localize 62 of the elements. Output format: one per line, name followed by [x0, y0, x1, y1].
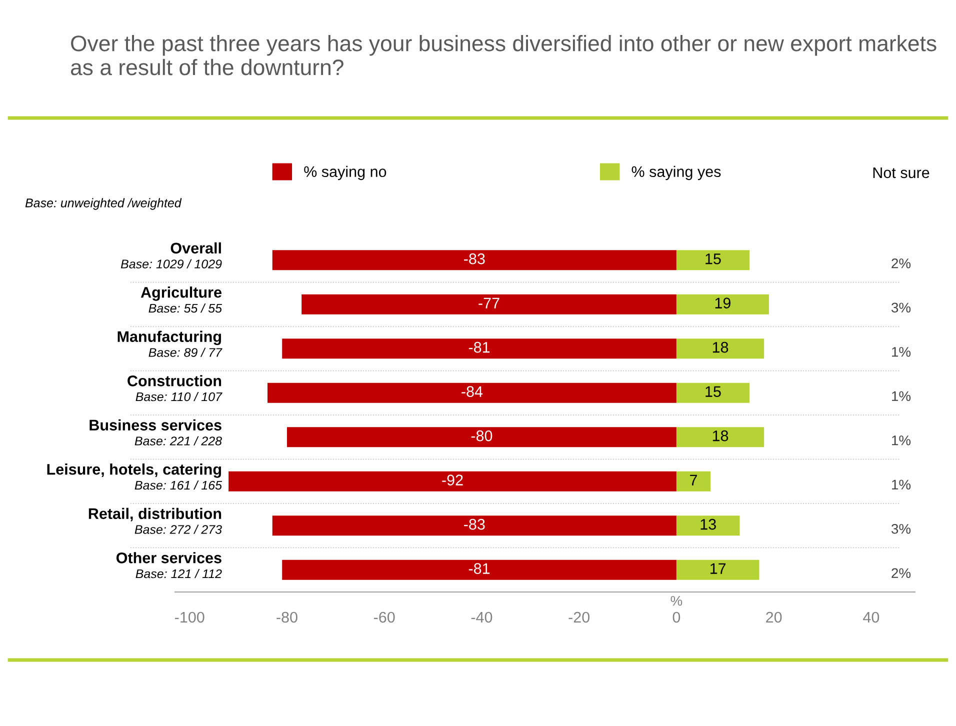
y-tick-label: Manufacturing Base: 89 / 77 — [118, 330, 222, 357]
bar — [676, 250, 750, 270]
data-label: -81 — [468, 342, 490, 353]
bar — [272, 250, 676, 270]
bar — [228, 471, 676, 492]
data-label: -92 — [442, 474, 463, 486]
data-label: 7 — [690, 474, 697, 486]
annotation: 1% — [892, 480, 911, 490]
legend-label: % saying yes — [632, 166, 721, 180]
legend-label: % saying no — [304, 166, 386, 180]
data-label: -81 — [468, 563, 490, 574]
y-tick-label: Overall Base: 1029 / 1029 — [120, 242, 222, 268]
bar — [282, 338, 676, 359]
y-tick-label: Leisure, hotels, catering Base: 161 / 165 — [47, 464, 222, 490]
bar — [286, 427, 676, 448]
y-tick-label: Business services Base: 221 / 228 — [90, 419, 222, 446]
data-label: 17 — [710, 563, 726, 574]
data-label: 18 — [712, 430, 728, 442]
annotation: 1% — [892, 436, 911, 446]
bar — [676, 338, 764, 359]
data-label: -83 — [464, 253, 485, 264]
data-label: -80 — [471, 430, 492, 442]
x-tick-label: -40 — [471, 612, 492, 623]
data-label: -77 — [478, 298, 500, 308]
data-label: 19 — [715, 298, 730, 308]
y-tick-label: Other services Base: 121 / 112 — [116, 552, 222, 578]
data-label: -83 — [464, 518, 485, 530]
bar — [282, 560, 676, 580]
bar — [676, 516, 740, 536]
text: Not sure — [873, 167, 930, 178]
chart-title: Over the past three years has your business diversified into other or new export markets as a result of the downturn? — [70, 35, 936, 76]
bar — [302, 294, 676, 314]
bar — [268, 382, 676, 403]
data-label: -84 — [462, 386, 483, 397]
data-label: 15 — [706, 254, 721, 264]
text: Base: unweighted /weighted — [25, 198, 182, 210]
annotation: 3% — [891, 524, 911, 534]
data-label: 18 — [712, 342, 728, 353]
y-tick-label: Agriculture Base: 55 / 55 — [140, 286, 222, 313]
bar — [676, 382, 750, 403]
annotation: 2% — [892, 568, 911, 578]
annotation: 1% — [892, 347, 911, 357]
x-axis-title: % — [670, 596, 682, 606]
bar — [676, 560, 760, 580]
bar — [272, 516, 676, 536]
x-tick-label: 0 — [672, 612, 680, 623]
x-tick-label: 40 — [863, 612, 880, 623]
annotation: 1% — [892, 391, 911, 401]
x-tick-label: -60 — [374, 612, 395, 623]
bar — [676, 294, 769, 314]
data-label: 15 — [706, 386, 721, 397]
x-tick-label: -80 — [276, 612, 298, 623]
bar — [676, 471, 711, 492]
data-label: 13 — [700, 518, 716, 530]
annotation: 2% — [892, 258, 911, 268]
annotation: 3% — [891, 302, 911, 313]
x-tick-label: -20 — [568, 612, 590, 623]
x-tick-label: -100 — [174, 612, 204, 623]
x-tick-label: 20 — [766, 612, 782, 623]
bar — [676, 427, 764, 448]
y-tick-label: Retail, distribution Base: 272 / 273 — [88, 508, 222, 534]
y-tick-label: Construction Base: 110 / 107 — [128, 375, 222, 402]
